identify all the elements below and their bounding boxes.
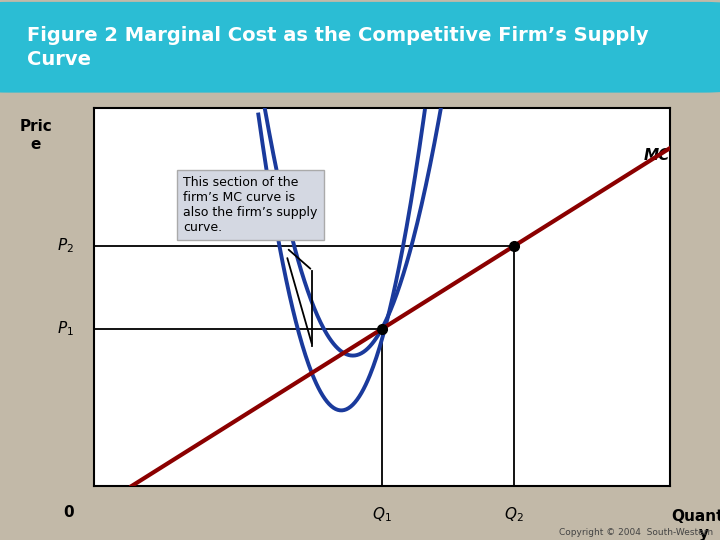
Text: $P_1$: $P_1$ (57, 320, 73, 339)
Text: MC: MC (644, 148, 670, 163)
Text: $Q_1$: $Q_1$ (372, 505, 392, 524)
Text: 0: 0 (63, 505, 73, 520)
Text: Quantit
y: Quantit y (672, 509, 720, 540)
Text: Copyright © 2004  South-Western: Copyright © 2004 South-Western (559, 528, 713, 537)
Text: This section of the
firm’s MC curve is
also the firm’s supply
curve.: This section of the firm’s MC curve is a… (183, 176, 318, 234)
Text: Pric
e: Pric e (19, 119, 53, 152)
Text: $P_2$: $P_2$ (57, 237, 73, 255)
Text: Figure 2 Marginal Cost as the Competitive Firm’s Supply
Curve: Figure 2 Marginal Cost as the Competitiv… (27, 26, 649, 69)
FancyBboxPatch shape (0, 2, 720, 93)
Text: $Q_2$: $Q_2$ (504, 505, 524, 524)
